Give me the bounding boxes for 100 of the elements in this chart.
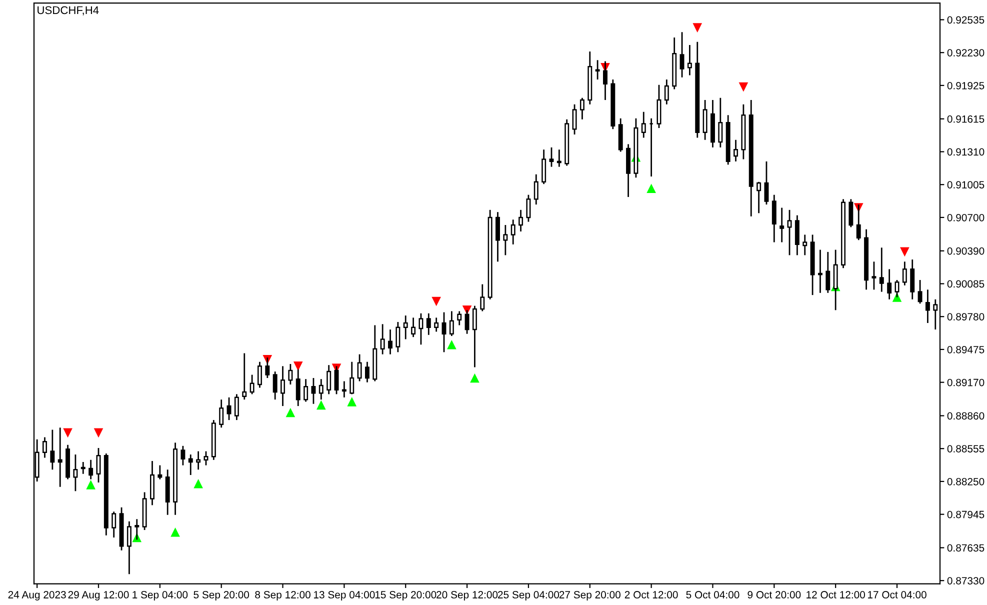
- y-tick-label: 0.88555: [947, 445, 984, 452]
- candlestick: [234, 393, 239, 421]
- candlestick: [364, 361, 370, 384]
- candlestick: [702, 99, 708, 141]
- candlestick: [656, 84, 662, 129]
- candlestick: [472, 305, 477, 368]
- x-tick-label: 29 Aug 12:00: [68, 591, 129, 600]
- y-tick-label: 0.90390: [947, 247, 984, 255]
- candlestick: [73, 454, 78, 492]
- candlestick: [380, 323, 385, 355]
- candlestick: [204, 450, 208, 466]
- candlestick: [88, 459, 94, 480]
- candlestick: [687, 44, 692, 76]
- candlestick: [250, 374, 254, 395]
- x-tick-label: 5 Sep 20:00: [194, 591, 250, 600]
- candlestick: [58, 426, 62, 488]
- y-tick-label: 0.91925: [947, 82, 984, 90]
- candlestick: [464, 309, 470, 335]
- candlestick: [772, 194, 776, 243]
- y-tick-label: 0.89475: [947, 346, 984, 354]
- x-tick-label: 13 Sep 04:00: [314, 591, 375, 600]
- candlestick: [534, 174, 538, 206]
- candlestick: [442, 312, 446, 353]
- candlestick: [734, 139, 738, 162]
- candlestick: [257, 361, 262, 388]
- candlestick: [403, 314, 408, 340]
- candlestick: [933, 298, 938, 330]
- candlestick: [96, 447, 101, 484]
- x-tick-label: 25 Sep 04:00: [498, 591, 560, 600]
- candlestick: [780, 207, 784, 243]
- candlestick: [457, 310, 462, 326]
- candlestick: [510, 218, 516, 246]
- y-tick-label: 0.87635: [947, 544, 984, 552]
- candlestick: [242, 352, 247, 400]
- candlestick: [219, 398, 224, 428]
- candlestick: [342, 380, 346, 398]
- candlestick: [718, 97, 723, 148]
- candlestick: [641, 111, 646, 138]
- candlestick: [787, 209, 792, 256]
- candlestick: [396, 321, 400, 353]
- y-tick-label: 0.88860: [947, 412, 984, 420]
- candlestick: [334, 365, 339, 395]
- x-tick-label: 15 Sep 20:00: [375, 591, 436, 600]
- candlestick: [572, 104, 577, 136]
- point: [63, 428, 72, 438]
- candlestick: [496, 211, 500, 262]
- point: [447, 340, 456, 350]
- y-tick-label: 0.91310: [947, 148, 984, 156]
- candlestick: [288, 363, 293, 386]
- candlestick: [226, 396, 232, 421]
- candlestick: [42, 436, 47, 458]
- point: [170, 527, 180, 537]
- candlestick: [311, 377, 316, 405]
- y-tick-label: 0.90700: [947, 214, 984, 222]
- point: [646, 184, 656, 194]
- candlestick: [833, 249, 838, 311]
- candlestick: [280, 365, 286, 407]
- candlestick: [887, 268, 892, 300]
- x-tick-label: 24 Aug 2023: [8, 591, 66, 600]
- x-tick-label: 20 Sep 12:00: [436, 591, 498, 600]
- point: [316, 400, 326, 410]
- candlestick: [388, 328, 392, 355]
- candlestick: [80, 461, 86, 475]
- candlestick: [802, 234, 808, 256]
- candlestick: [326, 364, 332, 395]
- candlestick: [180, 445, 186, 466]
- candlestick: [304, 378, 308, 402]
- candlestick: [848, 198, 854, 228]
- candlestick: [503, 224, 508, 256]
- candlestick: [603, 60, 608, 101]
- candlestick: [526, 194, 531, 222]
- candlestick: [434, 316, 439, 332]
- point: [293, 362, 303, 371]
- candlestick: [357, 354, 362, 382]
- x-tick-label: 17 Oct 04:00: [868, 591, 926, 598]
- candlestick: [925, 288, 930, 324]
- y-tick-label: 0.89780: [947, 313, 984, 320]
- point: [94, 428, 104, 438]
- candlestick: [350, 361, 354, 395]
- x-tick-label: 12 Oct 12:00: [806, 591, 865, 598]
- candlestick: [764, 160, 769, 206]
- candlestick: [818, 249, 822, 294]
- point: [194, 478, 203, 488]
- candlestick: [134, 518, 140, 540]
- point: [86, 480, 96, 490]
- y-tick-label: 0.90085: [947, 280, 984, 288]
- x-tick-label: 27 Sep 20:00: [559, 591, 620, 600]
- candlestick: [518, 209, 524, 232]
- candlestick: [50, 429, 55, 470]
- y-tick-label: 0.91615: [947, 115, 984, 123]
- x-tick-label: 1 Sep 04:00: [132, 591, 188, 600]
- y-tick-label: 0.88250: [947, 478, 984, 486]
- candlestick: [411, 316, 416, 338]
- y-tick-label: 0.89170: [947, 378, 984, 386]
- candlestick: [910, 258, 915, 300]
- y-tick-label: 0.92535: [947, 16, 984, 24]
- candlestick: [794, 214, 800, 256]
- candlestick: [826, 251, 830, 294]
- candlestick: [542, 148, 546, 185]
- y-tick-label: 0.92230: [947, 49, 984, 56]
